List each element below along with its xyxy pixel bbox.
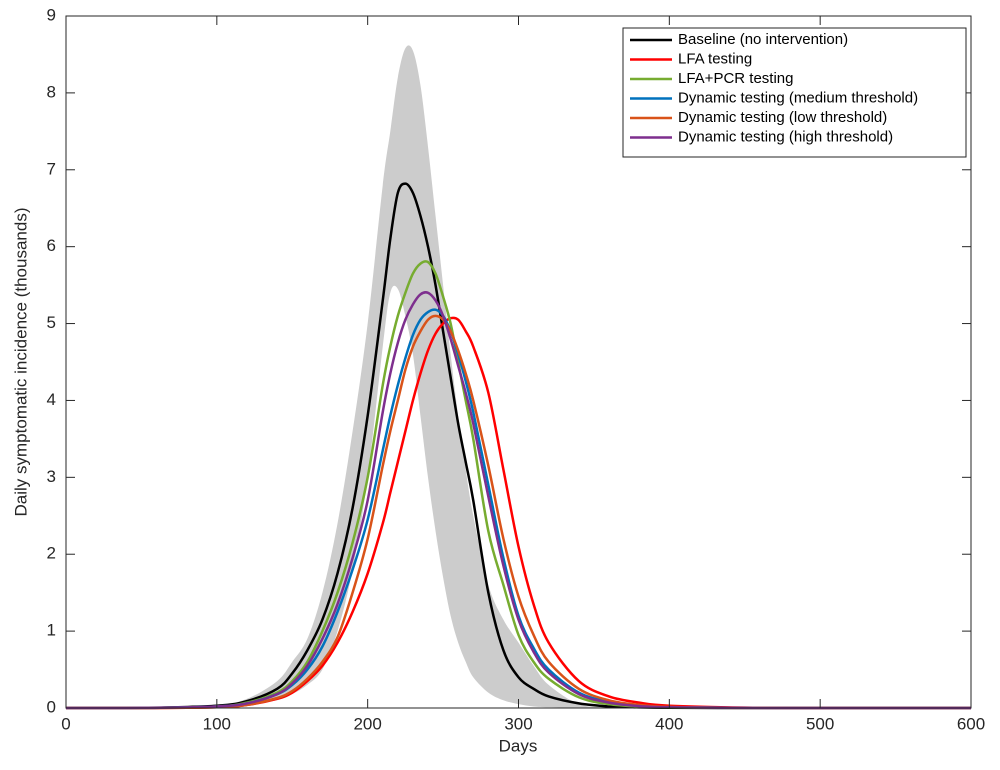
x-axis-label: Days (499, 736, 538, 755)
legend-label: Dynamic testing (medium threshold) (678, 89, 918, 106)
series-line (65, 260, 971, 710)
series-line (65, 314, 971, 710)
y-tick-label: 2 (47, 544, 56, 563)
x-tick-label: 100 (203, 714, 231, 733)
legend-label: Baseline (no intervention) (678, 31, 848, 48)
series-line (65, 182, 971, 710)
y-tick-label: 0 (47, 697, 56, 716)
y-tick-label: 9 (47, 5, 56, 24)
series-line (65, 291, 971, 710)
y-tick-label: 3 (47, 467, 56, 486)
x-tick-label: 200 (353, 714, 381, 733)
x-tick-label: 300 (504, 714, 532, 733)
y-tick-label: 8 (47, 82, 56, 101)
y-tick-label: 5 (47, 313, 56, 332)
y-tick-label: 7 (47, 159, 56, 178)
legend: Baseline (no intervention) LFA testing LFA… (622, 27, 967, 158)
x-tick-label: 600 (957, 714, 985, 733)
y-tick-label: 1 (47, 621, 56, 640)
legend-label: LFA testing (678, 50, 752, 67)
legend-label: LFA+PCR testing (678, 70, 793, 87)
series-line (65, 316, 971, 710)
legend-label: Dynamic testing (high threshold) (678, 128, 893, 145)
legend-box (622, 27, 967, 158)
x-tick-label: 0 (61, 714, 70, 733)
y-tick-label: 4 (47, 390, 56, 409)
y-axis-label: Daily symptomatic incidence (thousands) (11, 208, 30, 517)
y-tick-label: 6 (47, 236, 56, 255)
plot-area (65, 45, 971, 710)
x-tick-label: 400 (655, 714, 683, 733)
legend-label: Dynamic testing (low threshold) (678, 109, 887, 126)
x-tick-label: 500 (806, 714, 834, 733)
